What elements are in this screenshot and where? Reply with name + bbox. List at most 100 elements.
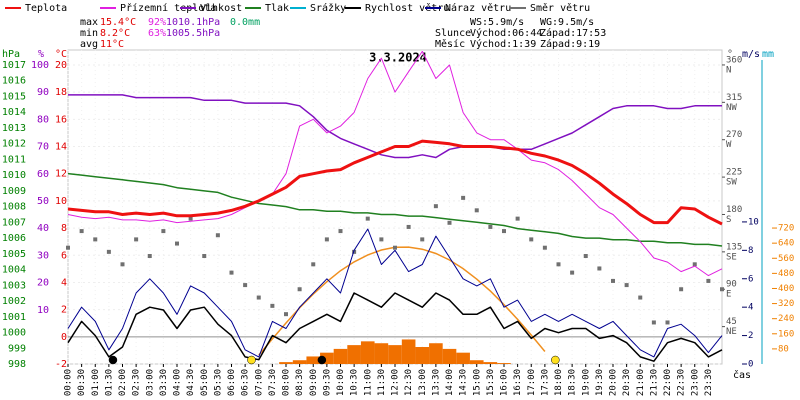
wind-direction-point: [488, 224, 493, 229]
x-tick-label: 23:00: [690, 369, 700, 396]
y-tick-label: 320: [778, 299, 794, 309]
wind-direction-point: [120, 262, 125, 267]
x-tick-label: 20:00: [609, 369, 619, 396]
y-tick-label: 225: [726, 168, 742, 178]
y-tick-label: 400: [778, 284, 794, 294]
moon-set-marker: [317, 355, 327, 365]
wind-direction-point: [93, 237, 98, 242]
y-tick-label: 20: [55, 60, 67, 71]
x-tick-label: 22:00: [663, 369, 673, 396]
y-tick-label: 1017: [2, 60, 26, 71]
y-tick-label: 1016: [2, 76, 26, 87]
x-tick-label: 10:30: [350, 369, 360, 396]
solar-bar: [347, 345, 361, 364]
wind-direction-point: [243, 283, 248, 288]
wind-direction-point: [338, 229, 343, 234]
axis-unit: mm: [762, 49, 774, 60]
x-tick-label: 15:30: [486, 369, 496, 396]
compass-label: SW: [726, 178, 737, 188]
y-tick-label: 1011: [2, 154, 26, 165]
x-tick-label: 03:30: [159, 369, 169, 396]
y-tick-label: 1015: [2, 91, 26, 102]
x-tick-label: 07:00: [254, 369, 264, 396]
x-tick-label: 05:30: [213, 369, 223, 396]
y-tick-label: 80: [37, 114, 49, 125]
wind-direction-point: [379, 237, 384, 242]
wind-direction-point: [529, 237, 534, 242]
wind-direction-point: [147, 254, 152, 259]
solar-bar: [429, 343, 443, 364]
y-tick-label: 30: [37, 250, 49, 261]
y-tick-label: 10: [55, 196, 67, 207]
y-tick-label: 160: [778, 329, 794, 339]
wind-direction-point: [447, 220, 452, 225]
x-tick-label: 15:00: [472, 369, 482, 396]
stat-text: 63%: [148, 28, 166, 39]
x-tick-label: 23:30: [704, 369, 714, 396]
y-tick-label: 100: [31, 60, 49, 71]
chart-title: 3.3.2024: [369, 51, 427, 65]
y-tick-label: 4: [61, 277, 67, 288]
y-tick-label: 10: [37, 305, 49, 316]
solar-bar: [456, 352, 470, 364]
wind-direction-point: [556, 262, 561, 267]
wind-direction-point: [284, 312, 288, 317]
moon-label: Měsíc: [435, 38, 465, 50]
legend-label: Přízemní teplota: [120, 2, 216, 14]
y-tick-label: 1010: [2, 170, 26, 181]
legend-label: Rychlost větru: [365, 2, 449, 14]
x-tick-label: 00:30: [77, 369, 87, 396]
y-tick-label: 80: [778, 344, 789, 354]
wind-direction-point: [202, 254, 207, 259]
sun-rise: Východ:06:44: [470, 27, 542, 39]
y-tick-label: 2: [61, 305, 67, 316]
wind-direction-point: [638, 295, 643, 300]
y-tick-label: 1009: [2, 186, 26, 197]
solar-bar: [279, 362, 293, 364]
wind-direction-point: [406, 224, 411, 229]
solar-bar: [333, 348, 348, 364]
stat-text: 0.0mm: [230, 17, 260, 28]
wind-direction-point: [393, 245, 397, 250]
moon-set: Západ:9:19: [540, 38, 600, 50]
wind-direction-point: [79, 229, 84, 234]
compass-label: SE: [726, 252, 737, 262]
x-tick-label: 00:00: [64, 369, 74, 396]
wind-direction-point: [679, 287, 684, 292]
wind-direction-point: [461, 195, 466, 200]
y-tick-label: 1004: [2, 265, 26, 276]
compass-label: N: [726, 65, 731, 75]
y-tick-label: 1000: [2, 328, 26, 339]
wind-direction-point: [270, 303, 275, 308]
stat-text: 8.2°C: [100, 28, 130, 39]
y-tick-label: 0: [61, 332, 67, 343]
y-tick-label: 1014: [2, 107, 26, 118]
y-tick-label: 135: [726, 242, 742, 252]
wind-direction-point: [502, 229, 506, 234]
solar-bar: [401, 339, 416, 364]
legend-label: Srážky: [310, 2, 346, 14]
wind-info: WS:5.9m/s: [470, 17, 524, 28]
y-tick-label: 480: [778, 269, 794, 279]
x-tick-label: 06:00: [227, 369, 237, 396]
solar-bar: [320, 352, 334, 364]
y-tick-label: 6: [61, 250, 67, 261]
wind-direction-point: [106, 249, 111, 254]
x-tick-label: 01:00: [91, 369, 101, 396]
x-tick-label: 12:30: [404, 369, 414, 396]
stat-text: 1005.5hPa: [166, 28, 220, 39]
axis-unit: hPa: [2, 49, 20, 60]
y-tick-label: 180: [726, 205, 742, 215]
x-tick-label: 18:00: [554, 369, 564, 396]
x-tick-label: 07:30: [268, 369, 278, 396]
y-tick-label: 1005: [2, 249, 26, 260]
y-tick-label: 12: [55, 169, 67, 180]
x-tick-label: 17:00: [527, 369, 537, 396]
wind-direction-point: [229, 270, 234, 275]
legend-label: Teplota: [25, 3, 67, 14]
solar-bar: [374, 343, 389, 364]
wind-direction-point: [611, 278, 615, 283]
sun-label: Slunce: [435, 28, 471, 39]
